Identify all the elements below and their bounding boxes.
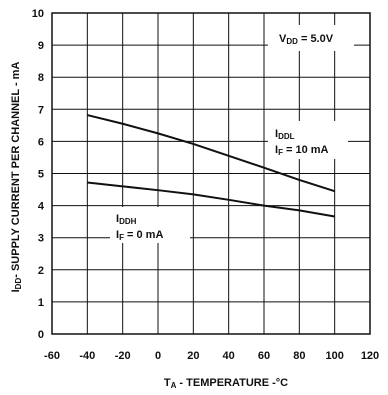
iddl-label: IDDL xyxy=(275,128,295,141)
y-tick-label: 4 xyxy=(38,201,45,213)
x-axis-title: TA - TEMPERATURE -°C xyxy=(164,377,288,390)
x-tick-labels: -60 -40 -20 0 20 40 60 80 100 120 xyxy=(44,350,379,362)
data-series xyxy=(87,114,335,218)
x-tick-label: 20 xyxy=(187,350,199,362)
vdd-label-bg xyxy=(268,25,354,51)
x-tick-label: 100 xyxy=(325,350,343,362)
x-tick-label: -60 xyxy=(44,350,60,362)
iddh-series-line xyxy=(87,181,335,218)
y-tick-label: 8 xyxy=(38,72,44,84)
iddl-series-line xyxy=(87,114,335,193)
x-tick-label: 120 xyxy=(361,350,379,362)
y-axis-title: IDD- SUPPLY CURRENT PER CHANNEL - mA xyxy=(10,62,23,293)
y-tick-label: 10 xyxy=(32,8,44,20)
y-tick-label: 2 xyxy=(38,265,44,277)
x-tick-label: 0 xyxy=(155,350,161,362)
grid-lines xyxy=(51,12,371,335)
y-tick-label: 0 xyxy=(38,329,44,341)
x-tick-label: -40 xyxy=(79,350,95,362)
y-tick-label: 6 xyxy=(38,136,44,148)
iddl-label-bg xyxy=(268,121,348,159)
iddh-label: IDDH xyxy=(116,213,137,226)
x-tick-label: 60 xyxy=(258,350,270,362)
x-tick-label: 40 xyxy=(223,350,235,362)
vdd-annotation: VDD = 5.0V xyxy=(279,33,334,46)
y-tick-labels: 0 1 2 3 4 5 6 7 8 9 10 xyxy=(32,8,45,341)
x-tick-label: -20 xyxy=(115,350,131,362)
x-tick-label: 80 xyxy=(293,350,305,362)
iddh-label-bg xyxy=(110,207,190,243)
y-tick-label: 3 xyxy=(38,233,44,245)
iddl-if-label: IF = 10 mA xyxy=(275,144,329,157)
y-tick-label: 5 xyxy=(38,169,44,181)
y-tick-label: 7 xyxy=(38,104,44,116)
y-tick-label: 9 xyxy=(38,40,44,52)
y-tick-label: 1 xyxy=(38,297,44,309)
plot-frame xyxy=(51,12,371,335)
iddh-if-label: IF = 0 mA xyxy=(116,229,163,242)
